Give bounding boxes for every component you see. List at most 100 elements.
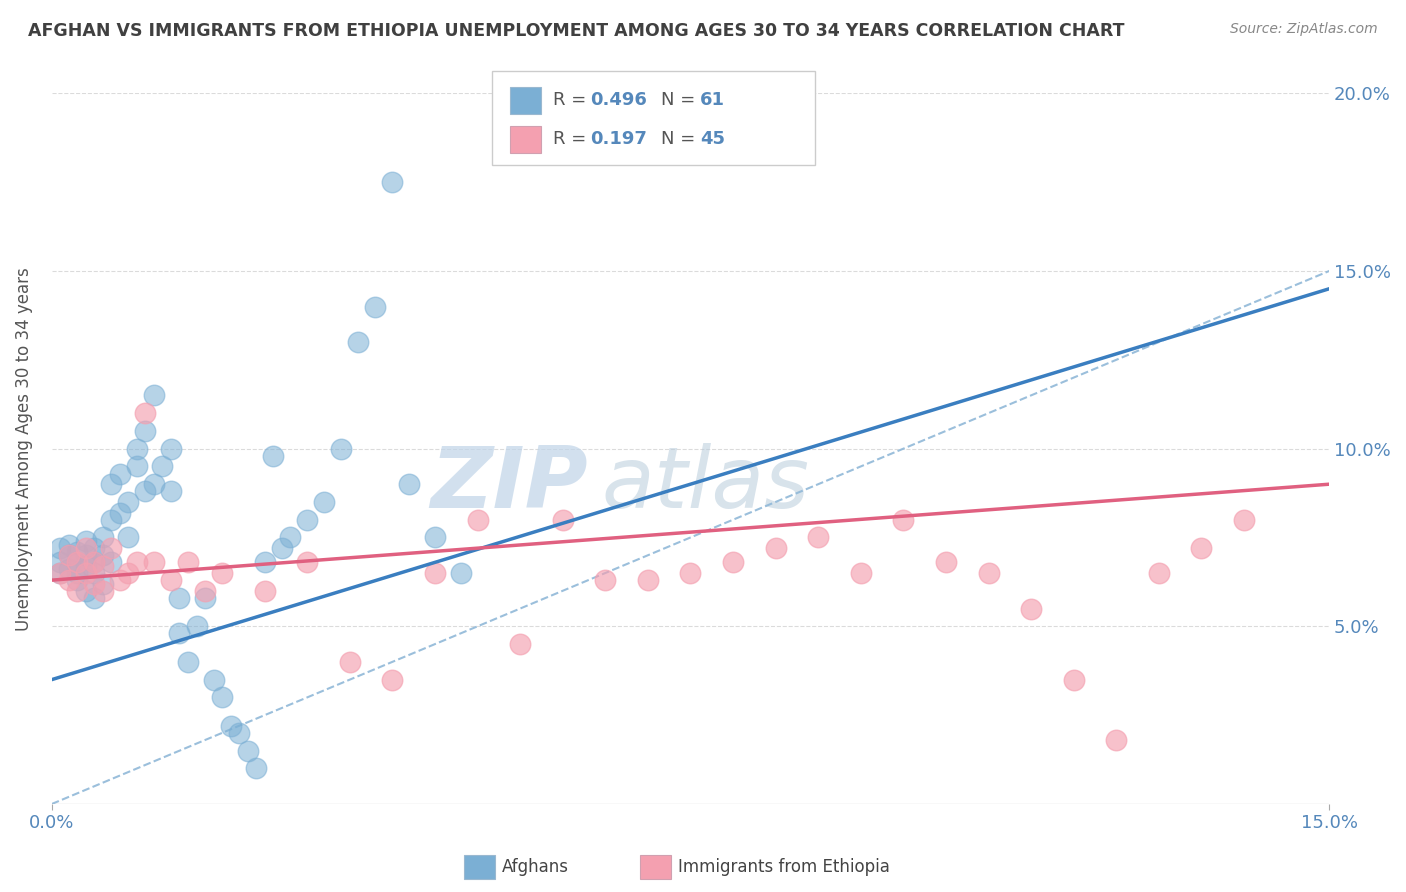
Point [891,513,914,527]
Point [270,541,292,556]
Point [142,388,165,402]
Point [108,467,131,481]
Point [58,548,80,562]
Text: atlas: atlas [600,442,808,525]
Point [423,566,446,580]
Point [160,484,183,499]
Text: ZIP: ZIP [430,442,588,525]
Point [637,573,659,587]
Point [75,558,97,573]
Point [125,459,148,474]
Point [1105,733,1128,747]
Text: Immigrants from Ethiopia: Immigrants from Ethiopia [678,858,890,876]
Point [330,442,353,456]
Point [108,506,131,520]
Point [125,555,148,569]
Point [211,690,233,705]
Point [83,555,105,569]
Point [278,531,301,545]
Text: Afghans: Afghans [502,858,569,876]
Point [186,619,208,633]
Point [100,541,122,556]
Text: AFGHAN VS IMMIGRANTS FROM ETHIOPIA UNEMPLOYMENT AMONG AGES 30 TO 34 YEARS CORREL: AFGHAN VS IMMIGRANTS FROM ETHIOPIA UNEMP… [28,22,1125,40]
Text: N =: N = [661,91,695,109]
Point [1019,601,1042,615]
Point [134,484,156,499]
Point [91,531,114,545]
Point [765,541,787,556]
Point [49,566,72,580]
Point [117,531,139,545]
Point [807,531,830,545]
Point [202,673,225,687]
Point [49,566,72,580]
Point [142,555,165,569]
Point [91,576,114,591]
Point [58,538,80,552]
Point [177,555,200,569]
Point [509,637,531,651]
Point [228,726,250,740]
Point [83,566,105,580]
Point [75,534,97,549]
Text: 61: 61 [700,91,725,109]
Point [49,555,72,569]
Point [1189,541,1212,556]
Point [423,531,446,545]
Point [160,573,183,587]
Point [160,442,183,456]
Point [75,548,97,562]
Point [100,555,122,569]
Point [91,583,114,598]
Point [75,566,97,580]
Point [262,449,284,463]
Point [721,555,744,569]
Point [100,477,122,491]
Point [595,573,617,587]
Text: Source: ZipAtlas.com: Source: ZipAtlas.com [1230,22,1378,37]
Point [83,591,105,605]
Point [977,566,1000,580]
Point [1147,566,1170,580]
Point [253,583,276,598]
Point [75,583,97,598]
Point [339,655,361,669]
Point [236,744,259,758]
Point [194,583,217,598]
Point [297,555,319,569]
Point [83,541,105,556]
Point [253,555,276,569]
Point [66,583,89,598]
Text: R =: R = [553,91,586,109]
Point [364,300,387,314]
Point [91,558,114,573]
Point [381,673,404,687]
Point [142,477,165,491]
Point [58,562,80,576]
Point [66,555,89,569]
Point [849,566,872,580]
Point [211,566,233,580]
Point [347,334,370,349]
Point [49,541,72,556]
Point [177,655,200,669]
Point [1063,673,1085,687]
Point [169,626,191,640]
Point [551,513,574,527]
Y-axis label: Unemployment Among Ages 30 to 34 years: Unemployment Among Ages 30 to 34 years [15,267,32,631]
Point [100,513,122,527]
Text: R =: R = [553,130,586,148]
Text: 0.496: 0.496 [591,91,647,109]
Point [134,406,156,420]
Point [108,573,131,587]
Text: N =: N = [661,130,695,148]
Point [66,573,89,587]
Point [219,719,242,733]
Point [83,576,105,591]
Point [314,495,336,509]
Point [117,495,139,509]
Point [467,513,489,527]
Point [58,548,80,562]
Point [194,591,217,605]
Point [935,555,957,569]
